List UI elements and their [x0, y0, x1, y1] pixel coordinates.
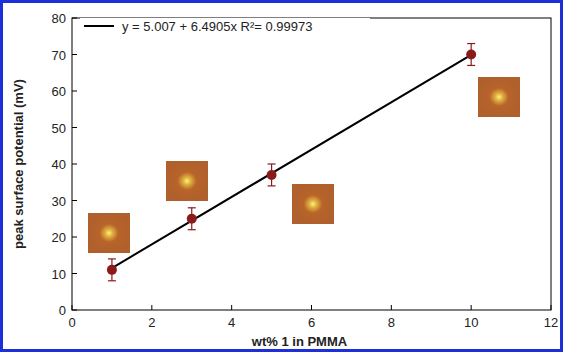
- x-axis-label: wt% 1 in PMMA: [251, 334, 348, 349]
- y-tick: [72, 127, 77, 128]
- error-cap: [108, 280, 116, 281]
- x-tick: [551, 305, 552, 310]
- y-tick: [72, 54, 77, 55]
- chart: 0 2 4 6 8 10 12 0 10 20 30 40 50 60 70 80 wt% 1 in PMMA p…: [0, 0, 563, 352]
- x-tick: [231, 305, 232, 310]
- x-tick: [151, 305, 152, 310]
- error-bar: [188, 208, 196, 230]
- y-tick-label: 30: [52, 194, 66, 209]
- afm-inset: [166, 161, 208, 201]
- x-tick: [471, 305, 472, 310]
- afm-inset: [292, 184, 334, 224]
- error-bar: [467, 44, 475, 66]
- y-tick-label: 80: [52, 11, 66, 26]
- point: [466, 50, 476, 60]
- x-tick-label: 12: [544, 315, 558, 330]
- y-axis-label: peak surface potential (mV): [11, 79, 26, 249]
- legend-label: y = 5.007 + 6.4905x R²= 0.99973: [122, 19, 312, 34]
- fit-line: [112, 55, 471, 268]
- y-tick-label: 20: [52, 230, 66, 245]
- plot-frame: [72, 18, 551, 310]
- x-tick-label: 2: [148, 315, 155, 330]
- error-cap: [268, 163, 276, 164]
- y-tick: [72, 237, 77, 238]
- point: [187, 214, 197, 224]
- y-tick: [72, 200, 77, 201]
- y-tick-label: 0: [59, 303, 66, 318]
- afm-inset: [88, 213, 130, 253]
- afm-inset: [478, 77, 520, 117]
- y-tick: [72, 310, 77, 311]
- point: [267, 170, 277, 180]
- x-tick-label: 0: [68, 315, 75, 330]
- y-tick: [72, 18, 77, 19]
- legend-bg: [80, 18, 370, 34]
- error-cap: [188, 207, 196, 208]
- error-cap: [108, 258, 116, 259]
- x-tick-label: 8: [388, 315, 395, 330]
- y-tick: [72, 273, 77, 274]
- legend: y = 5.007 + 6.4905x R²= 0.99973: [80, 18, 370, 34]
- border: [2, 2, 562, 351]
- error-bar: [268, 164, 276, 186]
- background: [0, 0, 563, 352]
- point: [107, 265, 117, 275]
- error-cap: [467, 65, 475, 66]
- x-tick-label: 4: [228, 315, 235, 330]
- y-tick: [72, 164, 77, 165]
- y-tick-label: 40: [52, 157, 66, 172]
- error-cap: [467, 43, 475, 44]
- error-cap: [188, 229, 196, 230]
- y-tick-label: 60: [52, 84, 66, 99]
- y-tick-label: 50: [52, 121, 66, 136]
- x-tick: [72, 305, 73, 310]
- x-tick: [311, 305, 312, 310]
- x-tick: [391, 305, 392, 310]
- marks: [107, 44, 476, 281]
- error-cap: [268, 185, 276, 186]
- y-tick-label: 10: [52, 267, 66, 282]
- y-tick-label: 70: [52, 48, 66, 63]
- x-tick-label: 6: [308, 315, 315, 330]
- error-bar: [108, 259, 116, 281]
- y-tick: [72, 91, 77, 92]
- legend-swatch: [84, 25, 114, 27]
- x-tick-label: 10: [464, 315, 478, 330]
